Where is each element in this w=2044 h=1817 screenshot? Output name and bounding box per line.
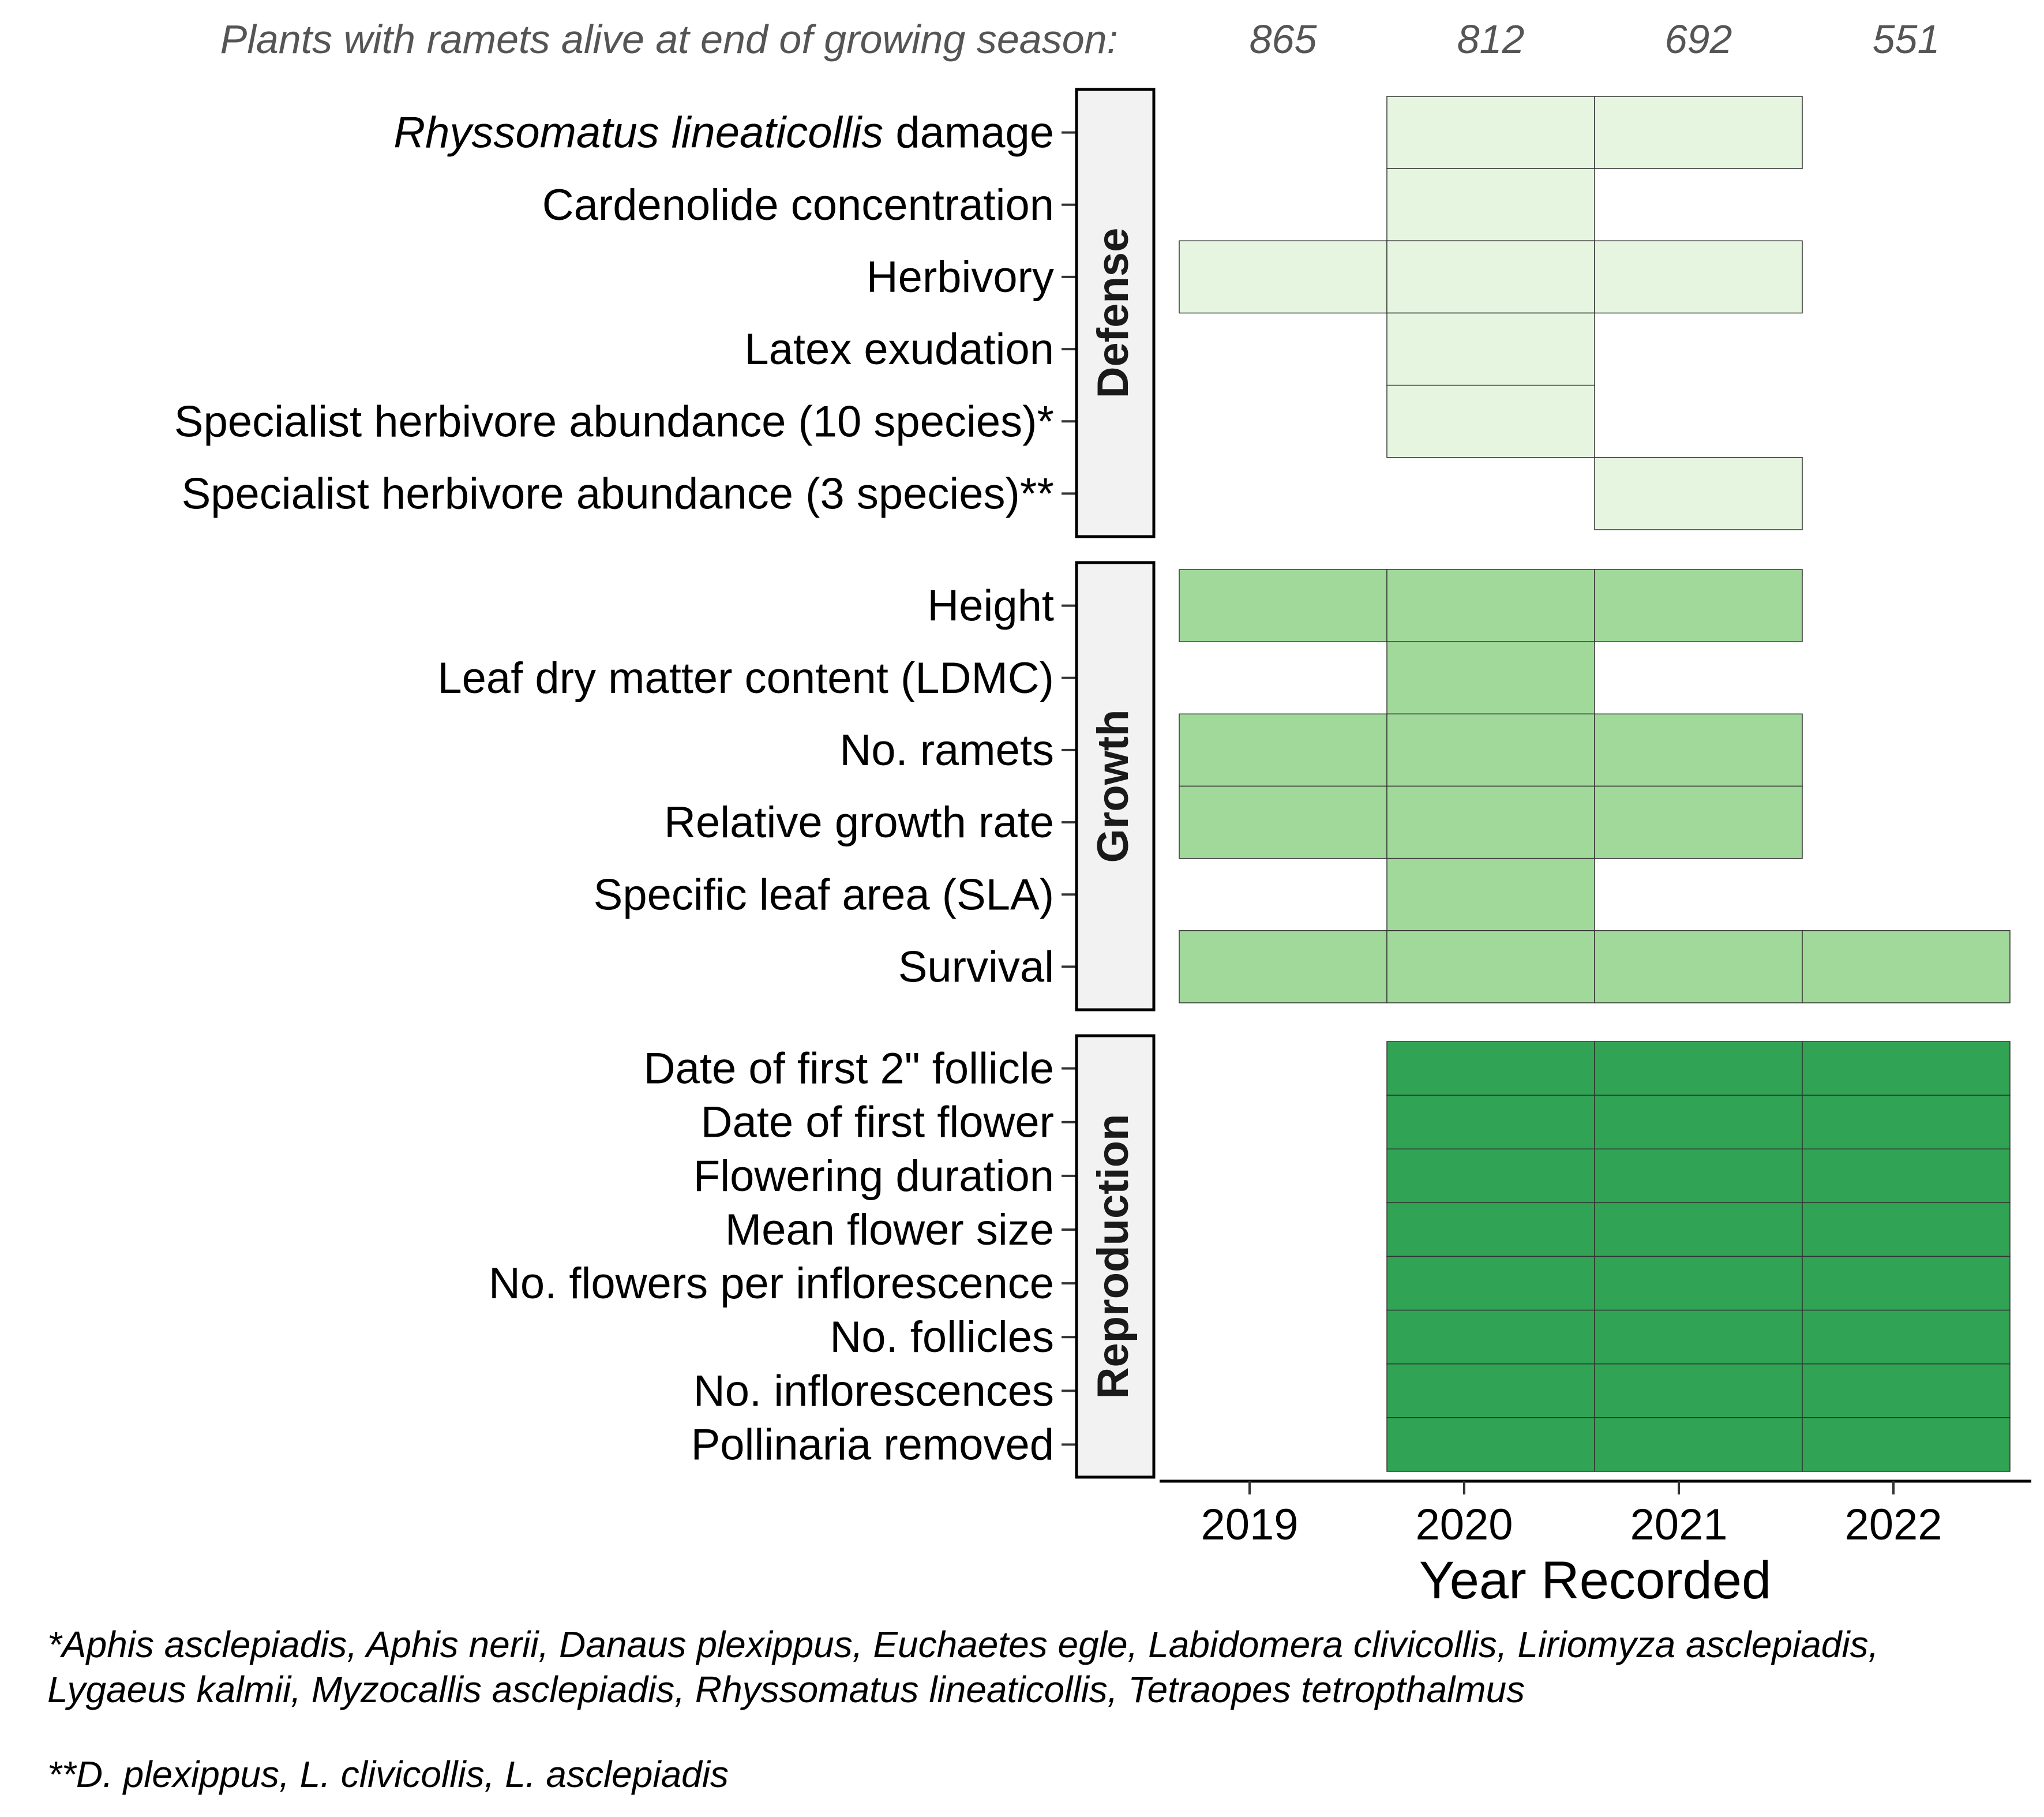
x-tick-label-2021: 2021	[1630, 1500, 1727, 1549]
tile-2022	[1802, 930, 2011, 1003]
tile-2022	[1802, 1202, 2011, 1257]
row-label: Date of first 2" follicle	[644, 1044, 1054, 1093]
footnote-line-1: *Aphis asclepiadis, Aphis nerii, Danaus …	[47, 1624, 1878, 1665]
panel-strip	[1075, 1034, 1156, 1479]
x-tick-label-2022: 2022	[1844, 1500, 1942, 1549]
tile-2020	[1386, 312, 1595, 386]
row-label: No. follicles	[830, 1313, 1054, 1362]
x-axis: 2019 2020 2021 2022	[1201, 1481, 1942, 1549]
tile-2020	[1386, 641, 1595, 715]
tile-2021	[1594, 96, 1803, 169]
tile-2021	[1594, 1148, 1803, 1204]
row-label: Latex exudation	[744, 325, 1054, 374]
tile-2019	[1179, 240, 1387, 314]
tile-2022	[1802, 1095, 2011, 1149]
tile-2020	[1386, 1095, 1595, 1149]
panel-strip	[1075, 88, 1156, 538]
row-label: Specialist herbivore abundance (3 specie…	[182, 469, 1054, 518]
tile-2021	[1594, 569, 1803, 642]
row-label: Relative growth rate	[664, 798, 1054, 847]
tile-2021	[1594, 785, 1803, 859]
footnote-line-2: Lygaeus kalmii, Myzocallis asclepiadis, …	[47, 1669, 1525, 1710]
tile-2020	[1386, 1417, 1595, 1472]
row-label-species: Rhyssomatus lineaticollis	[393, 108, 883, 158]
tile-2021	[1594, 1095, 1803, 1149]
tile-2019	[1179, 713, 1387, 787]
tile-2021	[1594, 1363, 1803, 1418]
panel-strip-label: Reproduction	[1089, 1114, 1138, 1399]
panels: Defense Rhyssomatus lineaticollis damage C…	[174, 88, 2011, 1479]
row-label: No. inflorescences	[693, 1366, 1054, 1415]
row-label: Height	[927, 582, 1054, 631]
tile-2020	[1386, 240, 1595, 314]
tile-2020	[1386, 168, 1595, 242]
panel-strip-label: Defense	[1089, 228, 1138, 399]
tile-2020	[1386, 713, 1595, 787]
tile-2020	[1386, 1256, 1595, 1311]
tile-2020	[1386, 1309, 1595, 1365]
row-label: Mean flower size	[725, 1205, 1054, 1254]
row-label: Specific leaf area (SLA)	[594, 870, 1054, 919]
tile-2021	[1594, 1041, 1803, 1096]
panel-reproduction: Reproduction Date of first 2" follicle Dat…	[489, 1034, 2011, 1479]
header-counts: 865 812 692 551	[1250, 17, 1940, 62]
tile-2020	[1386, 930, 1595, 1003]
tile-2019	[1179, 930, 1387, 1003]
tile-2020	[1386, 1202, 1595, 1257]
tile-2020	[1386, 1041, 1595, 1096]
tile-2020	[1386, 1148, 1595, 1204]
tile-2020	[1386, 569, 1595, 642]
tile-2021	[1594, 1202, 1803, 1257]
panel-growth: Growth Height Leaf dry matter content (LDM…	[437, 561, 2011, 1011]
x-axis-title: Year Recorded	[1419, 1551, 1771, 1610]
tile-2020	[1386, 96, 1595, 169]
header-count-2022: 551	[1873, 17, 1940, 62]
tile-2019	[1179, 569, 1387, 642]
tile-2020	[1386, 857, 1595, 931]
row-label-text: damage	[883, 108, 1054, 158]
header-count-2019: 865	[1250, 17, 1318, 62]
row-label: Survival	[898, 942, 1054, 991]
panel-strip-label: Growth	[1089, 710, 1138, 863]
tile-2022	[1802, 1417, 2011, 1472]
x-tick-label-2020: 2020	[1415, 1500, 1513, 1549]
tile-2021	[1594, 1256, 1803, 1311]
header-count-2020: 812	[1457, 17, 1525, 62]
tile-2022	[1802, 1256, 2011, 1311]
tile-2021	[1594, 1309, 1803, 1365]
tile-2021	[1594, 713, 1803, 787]
tile-2020	[1386, 785, 1595, 859]
tile-2021	[1594, 1417, 1803, 1472]
tile-2021	[1594, 930, 1803, 1003]
header-label: Plants with ramets alive at end of growi…	[220, 17, 1118, 62]
row-label: No. flowers per inflorescence	[489, 1259, 1054, 1308]
row-label: Cardenolide concentration	[542, 181, 1054, 230]
row-label: Rhyssomatus lineaticollis damage	[393, 108, 1054, 158]
row-label: Specialist herbivore abundance (10 speci…	[174, 397, 1054, 446]
row-label: Herbivory	[867, 253, 1054, 302]
panel-defense: Defense Rhyssomatus lineaticollis damage C…	[174, 88, 1803, 538]
tile-2021	[1594, 240, 1803, 314]
tile-2022	[1802, 1148, 2011, 1204]
row-label: No. ramets	[839, 726, 1054, 775]
tile-2022	[1802, 1309, 2011, 1365]
row-label: Flowering duration	[693, 1152, 1054, 1201]
row-label: Pollinaria removed	[691, 1420, 1054, 1469]
tile-2022	[1802, 1041, 2011, 1096]
footnote-line-3: **D. plexippus, L. clivicollis, L. ascle…	[47, 1754, 729, 1795]
tile-2019	[1179, 785, 1387, 859]
tile-2021	[1594, 457, 1803, 530]
tile-2022	[1802, 1363, 2011, 1418]
row-label: Leaf dry matter content (LDMC)	[437, 654, 1054, 703]
tile-2020	[1386, 384, 1595, 458]
row-label: Date of first flower	[701, 1098, 1054, 1147]
x-tick-label-2019: 2019	[1201, 1500, 1298, 1549]
tile-2020	[1386, 1363, 1595, 1418]
header-count-2021: 692	[1665, 17, 1732, 62]
